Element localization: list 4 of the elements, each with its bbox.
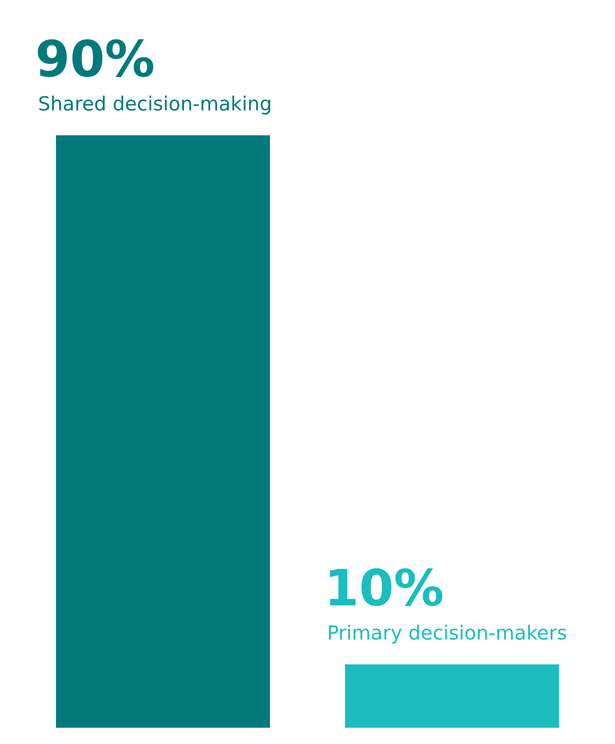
data-label: 90% [38,39,154,78]
x-tick-label: Primary decision-makers [328,624,566,644]
x-tick-label: Shared decision-making [39,96,270,114]
data-label: 10% [330,568,442,606]
